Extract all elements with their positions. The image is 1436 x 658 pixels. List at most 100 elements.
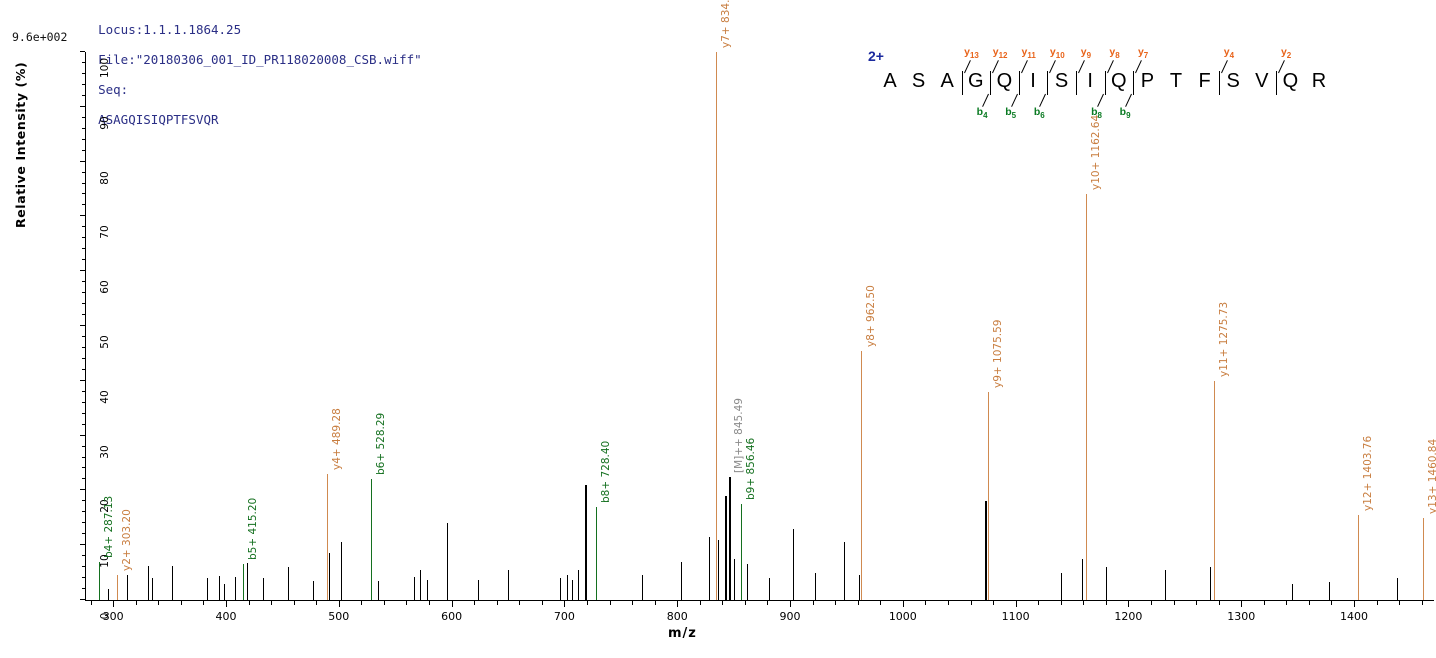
spectrum-peak (577, 569, 579, 600)
b-ion-tick (982, 93, 990, 107)
peak-label: y10+ 1162.64 (1090, 115, 1103, 191)
peak-label: b4+ 287.13 (102, 495, 115, 558)
peak-label: b9+ 856.46 (744, 437, 757, 501)
spectrum-peak (263, 578, 265, 600)
spectrum-peak (447, 523, 449, 600)
spectrum-peak (171, 566, 173, 600)
spectrum-peak (508, 569, 509, 600)
ion-tag-y9: y9 (1080, 46, 1092, 61)
y-tick (82, 588, 85, 590)
y-tick (82, 346, 85, 348)
x-tick (564, 601, 566, 607)
x-tick (383, 601, 385, 605)
x-tick (1218, 601, 1220, 605)
spectrum-header: Locus:1.1.1.1864.25 File:"20180306_001_I… (68, 7, 422, 142)
spectrum-peak (477, 580, 479, 600)
y-tick (82, 335, 85, 337)
residue-11: T (1169, 70, 1183, 92)
y-tick (80, 51, 85, 52)
b-ion-tick (1010, 93, 1018, 107)
residue-16: R (1311, 70, 1327, 92)
x-tick (226, 601, 227, 607)
y-tick (82, 281, 85, 283)
spectrum-peak (1164, 569, 1166, 600)
y-tick (80, 215, 85, 217)
ion-tag-y12: y12 (992, 46, 1008, 61)
spectrum-peak-annotated (1086, 194, 1088, 600)
y-tick (80, 434, 85, 436)
spectrum-peak (1060, 572, 1062, 600)
x-tick (880, 601, 882, 605)
spectrum-peak (247, 562, 249, 600)
x-tick-label: 1000 (888, 610, 917, 623)
x-tick (113, 601, 115, 607)
y-tick-label: 90 (99, 116, 111, 130)
ion-tag-y13: y13 (964, 46, 979, 61)
y-tick (82, 182, 85, 184)
y-tick (82, 533, 85, 535)
spectrum-peak (680, 561, 682, 600)
x-tick (293, 601, 295, 605)
x-tick (632, 601, 634, 605)
spectrum-peak (206, 578, 208, 600)
x-tick (812, 601, 814, 605)
ion-tag-y11: y11 (1021, 46, 1036, 61)
x-tick (1376, 601, 1378, 605)
y-tick (82, 149, 85, 151)
y-tick (82, 237, 85, 239)
spectrum-peak (414, 576, 416, 600)
x-tick (970, 601, 972, 605)
spectrum-peak (426, 580, 428, 600)
spectrum-peak-annotated (740, 504, 742, 600)
spectrum-peak (329, 553, 331, 600)
spectrum-peak (559, 578, 561, 600)
b-ion-tick (1096, 93, 1104, 107)
seq-label: Seq: (98, 82, 129, 97)
x-tick-label: 700 (553, 610, 575, 623)
y-tick (82, 445, 85, 447)
x-tick (699, 601, 701, 605)
plot-area: 0 10 20 30 40 50 60 70 80 90 100 300 400 500 600 700 80… (80, 0, 1436, 623)
spectrum-peak (288, 567, 290, 600)
x-tick-label: 1200 (1114, 610, 1143, 623)
peak-label: y11+ 1275.73 (1217, 301, 1230, 377)
y-tick-label: 70 (99, 225, 111, 240)
x-tick-label: 1300 (1227, 610, 1256, 623)
x-tick (586, 601, 588, 605)
residue-1: A (883, 70, 897, 92)
x-tick (1308, 601, 1310, 605)
locus-text: Locus:1.1.1.1864.25 (98, 22, 242, 37)
cleavage-bar (1276, 71, 1278, 95)
y-tick (80, 599, 85, 600)
x-tick (744, 601, 746, 605)
x-tick (1196, 601, 1198, 605)
x-tick-label: 900 (779, 610, 801, 623)
peak-label: y4+ 489.28 (330, 408, 343, 470)
spectrum-peak (858, 575, 860, 600)
spectrum-peak (1105, 567, 1107, 600)
y-tick-label: 50 (99, 335, 111, 349)
spectrum-peak-annotated (116, 575, 118, 600)
y-tick (82, 577, 85, 579)
spectrum-peak (223, 583, 225, 600)
spectrum-peak-annotated (1213, 380, 1215, 600)
spectrum-peak (341, 542, 343, 600)
y-tick (80, 325, 85, 326)
spectrum-peak (1082, 558, 1084, 600)
x-tick (451, 601, 453, 607)
x-tick (158, 601, 160, 605)
base-peak-scale: 9.6e+002 (12, 30, 68, 44)
x-tick (361, 601, 363, 605)
ion-tag-y7: y7 (1137, 46, 1149, 61)
spectrum-peak (107, 589, 109, 600)
spectrum-peak-annotated (98, 561, 100, 600)
x-tick (271, 601, 273, 605)
y-tick (80, 105, 85, 107)
peak-label: y2+ 303.20 (120, 509, 133, 572)
x-tick (1083, 601, 1085, 605)
peak-label: y13+ 1460.84 (1426, 438, 1436, 514)
x-tick (902, 601, 904, 607)
file-text: File:"20180306_001_ID_PR118020008_CSB.wi… (98, 52, 422, 67)
y-tick (82, 116, 85, 118)
spectrum-peak (235, 576, 237, 600)
